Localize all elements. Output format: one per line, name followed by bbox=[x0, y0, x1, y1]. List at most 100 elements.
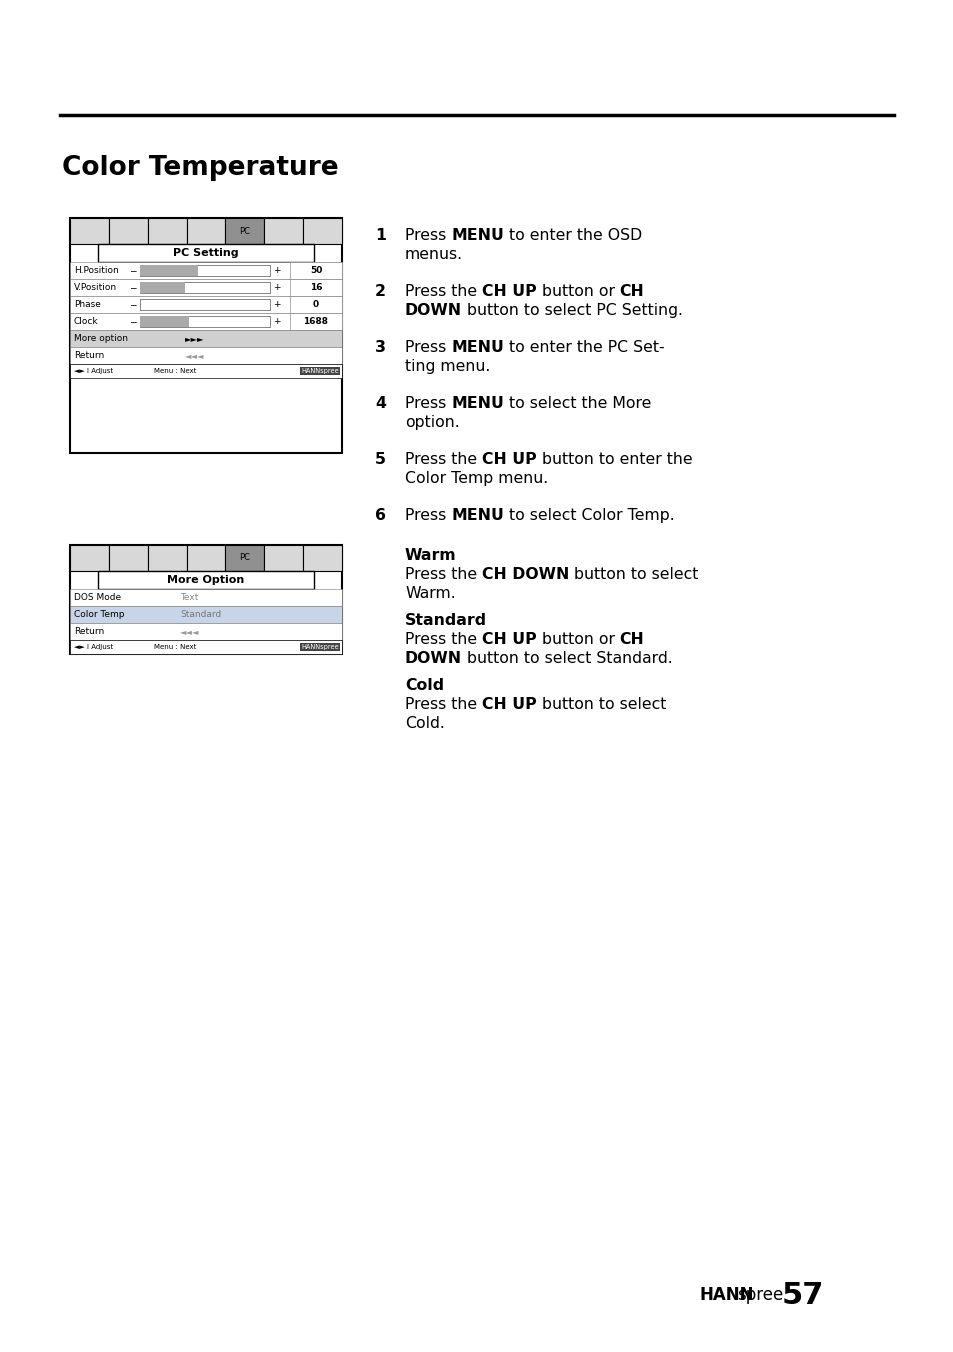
Bar bbox=[70, 545, 341, 654]
Text: 5: 5 bbox=[375, 452, 386, 466]
Bar bbox=[290, 279, 341, 296]
Bar bbox=[70, 589, 341, 606]
Text: MENU: MENU bbox=[451, 396, 503, 411]
Text: Color Temp menu.: Color Temp menu. bbox=[405, 470, 548, 485]
Text: CH UP: CH UP bbox=[481, 452, 537, 466]
Bar bbox=[225, 218, 264, 243]
Text: CH UP: CH UP bbox=[481, 284, 537, 299]
Bar bbox=[148, 545, 187, 571]
Bar bbox=[70, 364, 341, 379]
Text: CH: CH bbox=[619, 631, 644, 648]
Text: MENU: MENU bbox=[451, 508, 503, 523]
Text: 2: 2 bbox=[375, 284, 386, 299]
Bar bbox=[140, 315, 270, 327]
Text: 1: 1 bbox=[375, 228, 386, 243]
Text: PC Setting: PC Setting bbox=[173, 247, 238, 258]
Text: Press the: Press the bbox=[405, 566, 481, 581]
Text: Color Temperature: Color Temperature bbox=[62, 155, 338, 181]
Text: 3: 3 bbox=[375, 339, 386, 356]
Text: Text: Text bbox=[180, 594, 198, 602]
Text: to select Color Temp.: to select Color Temp. bbox=[503, 508, 674, 523]
Text: option.: option. bbox=[405, 415, 459, 430]
Text: +: + bbox=[273, 266, 280, 274]
Text: button to enter the: button to enter the bbox=[537, 452, 692, 466]
Text: More option: More option bbox=[74, 334, 128, 343]
Bar bbox=[70, 296, 341, 314]
Bar bbox=[264, 545, 303, 571]
Text: 4: 4 bbox=[375, 396, 385, 411]
Text: Press: Press bbox=[405, 339, 451, 356]
Text: Warm.: Warm. bbox=[405, 585, 456, 602]
Text: HANNspree: HANNspree bbox=[301, 368, 338, 375]
Text: Standard: Standard bbox=[405, 612, 487, 627]
Text: button to select: button to select bbox=[537, 698, 665, 713]
Text: 0: 0 bbox=[313, 300, 318, 310]
Text: button or: button or bbox=[537, 631, 619, 648]
Bar bbox=[225, 545, 264, 571]
Bar bbox=[303, 545, 341, 571]
Text: ◄► I Adjust: ◄► I Adjust bbox=[74, 368, 113, 375]
Text: More Option: More Option bbox=[167, 575, 244, 585]
Text: V.Position: V.Position bbox=[74, 283, 117, 292]
Bar bbox=[109, 218, 148, 243]
Text: spree: spree bbox=[737, 1286, 782, 1303]
Text: menus.: menus. bbox=[405, 247, 462, 262]
Text: +: + bbox=[273, 300, 280, 310]
Text: DOS Mode: DOS Mode bbox=[74, 594, 121, 602]
Bar bbox=[148, 218, 187, 243]
Bar bbox=[187, 218, 225, 243]
Bar bbox=[140, 265, 270, 276]
Bar bbox=[264, 218, 303, 243]
Text: +: + bbox=[273, 283, 280, 292]
Bar bbox=[70, 262, 341, 279]
Bar bbox=[70, 218, 341, 453]
Text: button to select PC Setting.: button to select PC Setting. bbox=[461, 303, 682, 318]
Text: PC: PC bbox=[239, 227, 250, 235]
Bar bbox=[70, 218, 109, 243]
Bar bbox=[70, 606, 341, 623]
Text: button to select Standard.: button to select Standard. bbox=[461, 652, 672, 667]
Bar bbox=[290, 314, 341, 330]
Text: Return: Return bbox=[74, 627, 104, 635]
Text: H.Position: H.Position bbox=[74, 266, 118, 274]
Bar bbox=[187, 545, 225, 571]
Text: ◄◄◄: ◄◄◄ bbox=[180, 627, 199, 635]
Text: CH UP: CH UP bbox=[481, 631, 537, 648]
Bar bbox=[70, 330, 341, 347]
Text: Menu : Next: Menu : Next bbox=[153, 368, 196, 375]
Text: Cold: Cold bbox=[405, 677, 444, 694]
Text: DOWN: DOWN bbox=[405, 303, 461, 318]
Text: Press: Press bbox=[405, 396, 451, 411]
Bar bbox=[70, 347, 341, 364]
Bar bbox=[140, 265, 198, 276]
Text: ►►►: ►►► bbox=[185, 334, 204, 343]
Text: −: − bbox=[129, 316, 136, 326]
Text: 57: 57 bbox=[781, 1280, 823, 1310]
Bar bbox=[70, 279, 341, 296]
Text: button or: button or bbox=[537, 284, 619, 299]
Bar bbox=[140, 315, 190, 327]
Bar bbox=[70, 623, 341, 639]
Text: ◄◄◄: ◄◄◄ bbox=[185, 352, 204, 360]
Bar bbox=[290, 262, 341, 279]
Text: 50: 50 bbox=[310, 266, 322, 274]
Text: to select the More: to select the More bbox=[503, 396, 651, 411]
Text: 6: 6 bbox=[375, 508, 386, 523]
Text: CH DOWN: CH DOWN bbox=[481, 566, 569, 581]
Text: 1688: 1688 bbox=[303, 316, 328, 326]
Text: Press: Press bbox=[405, 508, 451, 523]
Text: −: − bbox=[129, 300, 136, 310]
Text: Menu : Next: Menu : Next bbox=[153, 644, 196, 650]
Bar bbox=[98, 571, 314, 589]
Text: Return: Return bbox=[74, 352, 104, 360]
Bar bbox=[303, 218, 341, 243]
Text: Clock: Clock bbox=[74, 316, 98, 326]
Bar bbox=[290, 296, 341, 314]
Text: button to select: button to select bbox=[569, 566, 699, 581]
Text: Cold.: Cold. bbox=[405, 717, 444, 731]
Text: Press the: Press the bbox=[405, 284, 481, 299]
Text: to enter the PC Set-: to enter the PC Set- bbox=[503, 339, 664, 356]
Bar bbox=[70, 314, 341, 330]
Text: Press: Press bbox=[405, 228, 451, 243]
Text: Phase: Phase bbox=[74, 300, 101, 310]
